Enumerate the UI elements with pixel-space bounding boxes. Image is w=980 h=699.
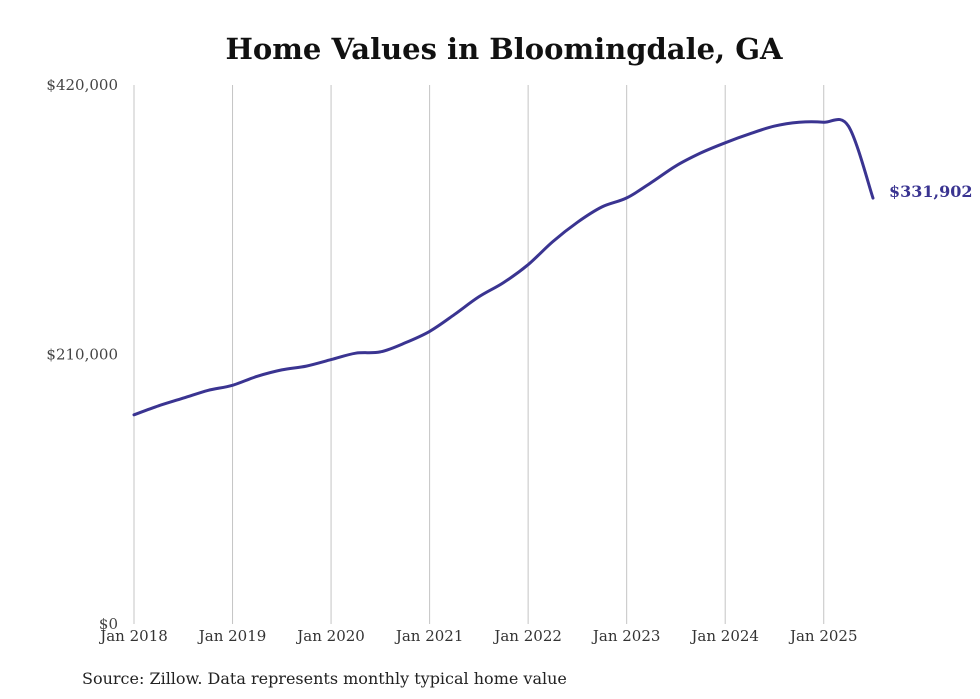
x-tick-label: Jan 2024 xyxy=(689,627,759,645)
series-line xyxy=(132,117,875,417)
source-note: Source: Zillow. Data represents monthly … xyxy=(82,669,567,688)
x-tick-label: Jan 2020 xyxy=(295,627,365,645)
y-tick-label: $0 xyxy=(99,615,118,633)
y-tick-label: $210,000 xyxy=(46,346,118,364)
x-tick-label: Jan 2023 xyxy=(591,627,661,645)
y-tick-label: $420,000 xyxy=(46,76,118,94)
y-axis: $0 $210,000 $420,000 xyxy=(46,76,118,633)
chart-title: Home Values in Bloomingdale, GA xyxy=(225,32,783,66)
x-tick-label: Jan 2025 xyxy=(788,627,858,645)
x-axis: Jan 2018 Jan 2019 Jan 2020 Jan 2021 Jan 2022… xyxy=(98,627,857,645)
end-value-label: $331,902 xyxy=(889,182,973,201)
x-tick-label: Jan 2019 xyxy=(197,627,267,645)
x-tick-label: Jan 2022 xyxy=(492,627,562,645)
x-tick-label: Jan 2021 xyxy=(394,627,464,645)
gridlines xyxy=(133,85,825,624)
x-tick-label: Jan 2018 xyxy=(98,627,168,645)
